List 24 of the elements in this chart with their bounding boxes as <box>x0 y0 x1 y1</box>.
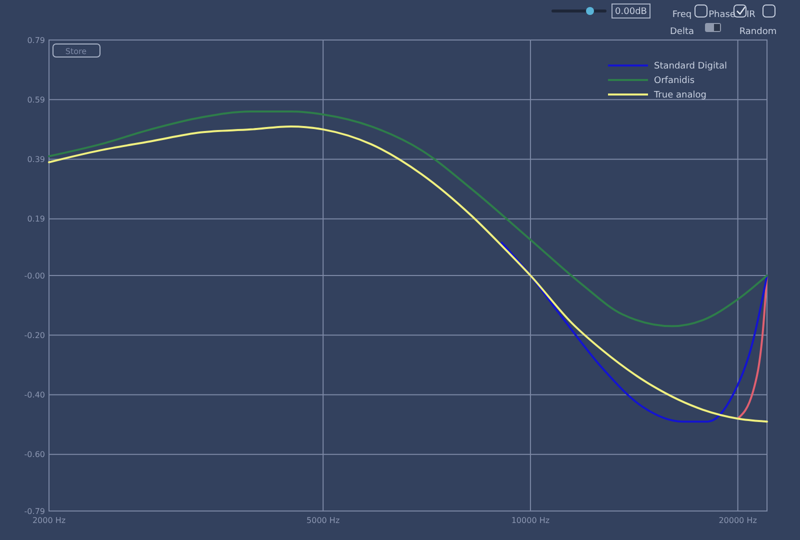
y-tick-label: 0.59 <box>27 95 45 104</box>
text: IR <box>746 10 756 20</box>
y-tick-label: -0.20 <box>24 330 45 340</box>
y-tick-label: 0.79 <box>27 36 45 45</box>
x-tick-label: 5000 Hz <box>306 516 340 525</box>
y-tick-label: 0.39 <box>27 155 45 164</box>
legend-label: Standard Digital <box>654 62 727 72</box>
line-series <box>736 274 768 420</box>
text: Delta <box>670 27 694 38</box>
y-tick-label: 0.19 <box>27 214 45 224</box>
x-tick-label: 20000 Hz <box>718 516 757 525</box>
legend-label: True analog <box>653 90 706 101</box>
y-tick-label: -0.00 <box>24 271 45 280</box>
text: Phase <box>708 10 736 20</box>
legend-label: Orfanidis <box>654 76 695 86</box>
text: Freq <box>672 10 692 20</box>
x-tick-label: 10000 Hz <box>511 516 550 525</box>
y-tick-label: -0.79 <box>24 506 45 516</box>
y-tick-label: -0.60 <box>24 450 45 460</box>
y-tick-label: -0.40 <box>24 390 45 400</box>
text: 0.00dB <box>615 7 647 18</box>
text: Random <box>739 27 777 38</box>
x-tick-label: 2000 Hz <box>32 516 66 525</box>
annotation: Store <box>65 46 87 56</box>
